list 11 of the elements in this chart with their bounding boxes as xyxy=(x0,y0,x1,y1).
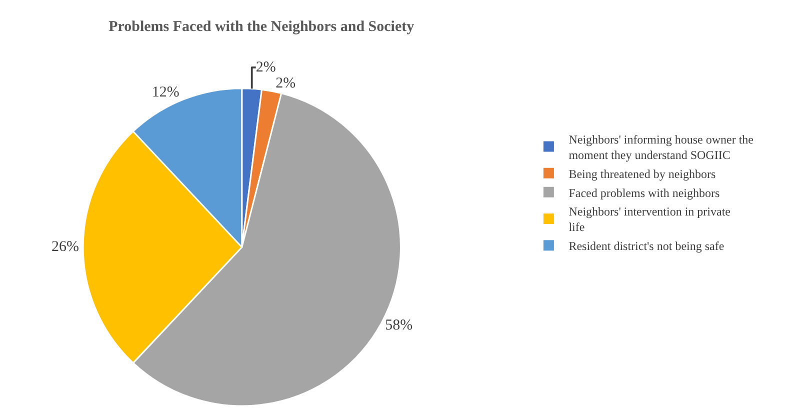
legend-label: Neighbors' informing house owner the moment they understand SOGIIC xyxy=(568,132,754,162)
legend-label: Resident district's not being safe xyxy=(568,239,724,253)
data-label: 2% xyxy=(276,75,296,92)
data-label: 12% xyxy=(152,84,180,101)
data-label: 58% xyxy=(385,318,413,334)
data-label: 26% xyxy=(52,239,80,256)
legend-label: Neighbors' intervention in private life xyxy=(568,204,730,234)
legend-label: Being threatened by neighbors xyxy=(568,166,716,181)
chart-title: Problems Faced with the Neighbors and Society xyxy=(108,19,415,36)
legend-label: Faced problems with neighbors xyxy=(568,186,720,200)
data-label: 2% xyxy=(256,59,276,76)
